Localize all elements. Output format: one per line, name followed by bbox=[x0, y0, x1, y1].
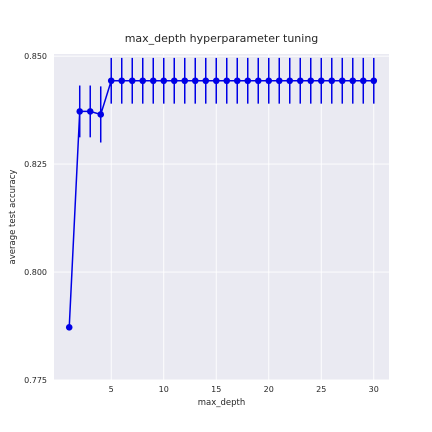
data-point bbox=[76, 108, 84, 115]
x-tick-label: 25 bbox=[316, 385, 326, 394]
data-point bbox=[296, 77, 304, 85]
data-point bbox=[212, 77, 220, 85]
data-point bbox=[65, 324, 73, 331]
data-point bbox=[160, 77, 168, 85]
plot-background bbox=[54, 54, 389, 380]
y-tick-label: 0.825 bbox=[24, 160, 47, 169]
data-point bbox=[191, 77, 199, 85]
data-point bbox=[202, 77, 210, 85]
data-point bbox=[254, 77, 262, 85]
data-point bbox=[338, 77, 346, 85]
data-point bbox=[170, 77, 178, 85]
data-point bbox=[149, 77, 157, 85]
y-axis-label: average test accuracy bbox=[8, 170, 18, 265]
y-tick-label: 0.850 bbox=[24, 52, 47, 61]
x-tick-label: 20 bbox=[264, 385, 274, 394]
grid-lines bbox=[54, 54, 389, 381]
data-point bbox=[97, 111, 105, 118]
chart-title: max_depth hyperparameter tuning bbox=[125, 32, 319, 45]
data-point bbox=[128, 77, 136, 85]
data-point bbox=[223, 77, 231, 85]
y-tick-label: 0.775 bbox=[24, 376, 47, 385]
data-point bbox=[359, 77, 367, 85]
data-point bbox=[265, 77, 273, 85]
data-point bbox=[118, 77, 126, 85]
data-point bbox=[107, 77, 115, 85]
data-point bbox=[328, 77, 336, 85]
data-point bbox=[370, 77, 378, 85]
x-tick-label: 10 bbox=[159, 385, 169, 394]
data-point bbox=[307, 77, 315, 85]
data-point bbox=[275, 77, 283, 85]
data-point bbox=[286, 77, 294, 85]
data-point bbox=[244, 77, 252, 85]
y-tick-label: 0.800 bbox=[24, 268, 47, 277]
data-point bbox=[233, 77, 241, 85]
series-layer bbox=[65, 57, 378, 331]
tick-labels: 5 10 15 20 25 30 0.775 0.800 0.825 0.850 bbox=[24, 52, 379, 394]
x-tick-label: 15 bbox=[211, 385, 221, 394]
data-point bbox=[139, 77, 147, 85]
x-tick-label: 30 bbox=[369, 385, 379, 394]
data-point bbox=[317, 77, 325, 85]
x-tick-label: 5 bbox=[109, 385, 114, 394]
data-point bbox=[181, 77, 189, 85]
data-point bbox=[86, 108, 94, 115]
data-point bbox=[349, 77, 357, 85]
x-axis-label: max_depth bbox=[198, 398, 246, 408]
